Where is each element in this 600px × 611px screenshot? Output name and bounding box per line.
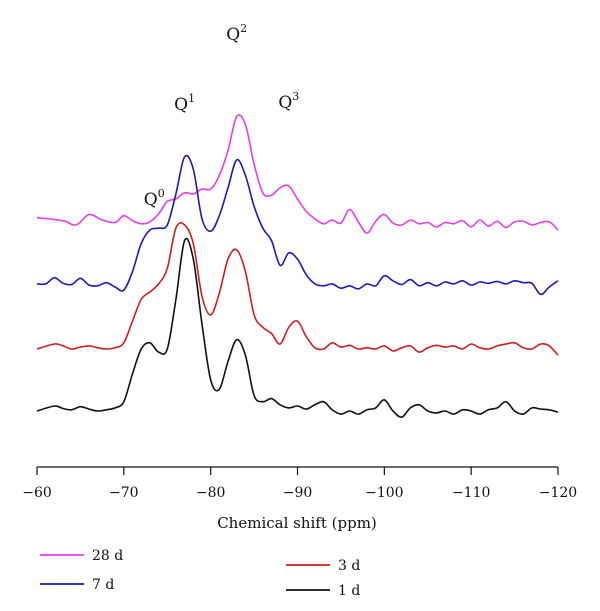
legend: 28 d 7 d 3 d 1 d [40, 548, 360, 599]
x-tick-label: −110 [452, 485, 490, 501]
x-tick-label: −120 [539, 485, 577, 501]
x-axis-title: Chemical shift (ppm) [217, 514, 377, 532]
legend-label-7d: 7 d [92, 577, 114, 593]
x-tick-label: −70 [109, 485, 139, 501]
series-layer [36, 114, 559, 419]
series-line-28d [36, 114, 559, 234]
series-line-3d [36, 222, 559, 356]
series-line-7d [36, 154, 559, 296]
peak-label-q2: Q2 [226, 22, 247, 45]
x-tick-label: −60 [22, 485, 52, 501]
legend-label-28d: 28 d [92, 548, 123, 564]
x-axis-ticks: −60 −70 −80 −90 −100 −110 −120 [22, 467, 577, 501]
x-tick-label: −80 [196, 485, 226, 501]
x-tick-label: −100 [365, 485, 403, 501]
legend-label-3d: 3 d [338, 558, 360, 574]
peak-label-q1: Q1 [174, 92, 195, 115]
x-tick-label: −90 [283, 485, 313, 501]
peak-annotations: Q0 Q1 Q2 Q3 [144, 22, 300, 210]
series-line-1d [36, 237, 559, 419]
peak-label-q3: Q3 [278, 90, 299, 113]
legend-label-1d: 1 d [338, 583, 360, 599]
peak-label-q0: Q0 [144, 187, 165, 210]
